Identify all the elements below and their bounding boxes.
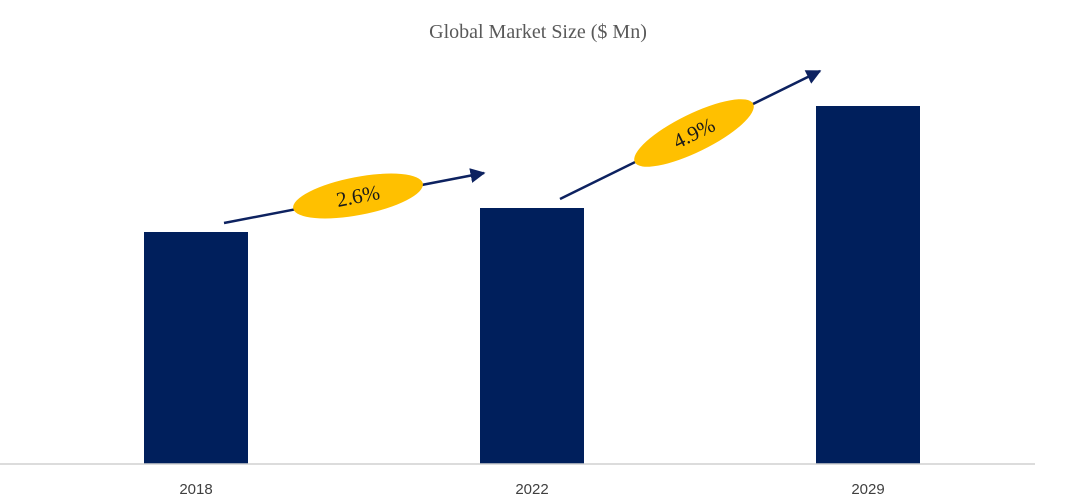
bars-group [144,106,920,464]
x-tick-labels: 2018 2022 2029 [179,481,884,498]
x-tick-label-2018: 2018 [179,481,212,498]
bar-2018 [144,232,248,464]
chart-title: Global Market Size ($ Mn) [429,21,647,43]
cagr-badge-2: 4.9% [634,99,754,167]
cagr-badge-ellipse-1 [293,173,423,219]
cagr-badge-1: 2.6% [293,173,423,219]
bar-2029 [816,106,920,464]
cagr-annotations: 2.6% 4.9% [223,69,822,225]
cagr-badge-ellipse-2 [634,99,754,167]
bar-2022 [480,208,584,464]
x-tick-label-2022: 2022 [515,481,548,498]
x-tick-label-2029: 2029 [851,481,884,498]
